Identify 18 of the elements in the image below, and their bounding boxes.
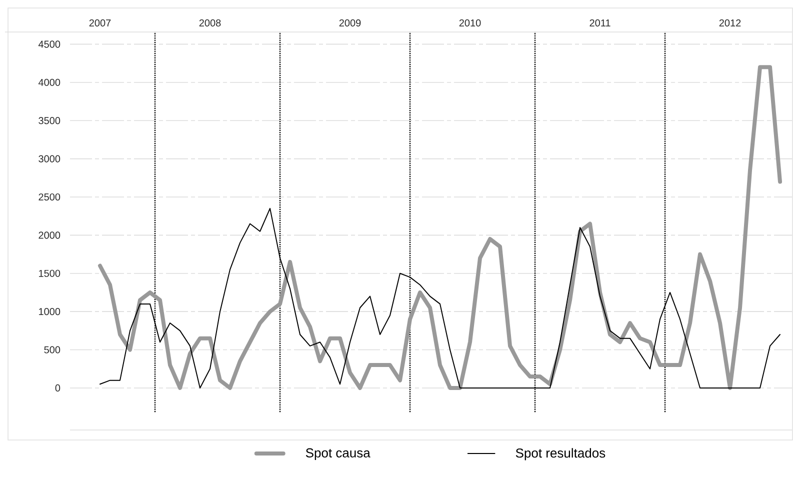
x-tick-label: 2009 [339,19,361,26]
y-tick-label: 500 [44,346,60,354]
y-tick-label: 3500 [38,117,60,124]
x-tick-label: 2012 [719,19,741,26]
y-tick-label: 1000 [39,308,60,316]
y-tick-label: 1500 [39,270,60,277]
x-tick-label: 2010 [459,19,481,26]
y-tick-label: 4500 [38,40,60,48]
legend-label: Spot resultados [516,448,606,460]
y-tick-label: 2500 [38,193,60,201]
y-tick-label: 3000 [38,155,60,162]
x-tick-label: 2008 [199,19,221,26]
x-tick-label: 2007 [89,19,111,26]
legend-label: Spot causa [306,448,370,460]
x-tick-label: 2011 [590,19,610,26]
y-tick-label: 0 [55,384,60,392]
y-tick-label: 2000 [38,232,60,239]
y-tick-label: 4000 [38,78,60,86]
